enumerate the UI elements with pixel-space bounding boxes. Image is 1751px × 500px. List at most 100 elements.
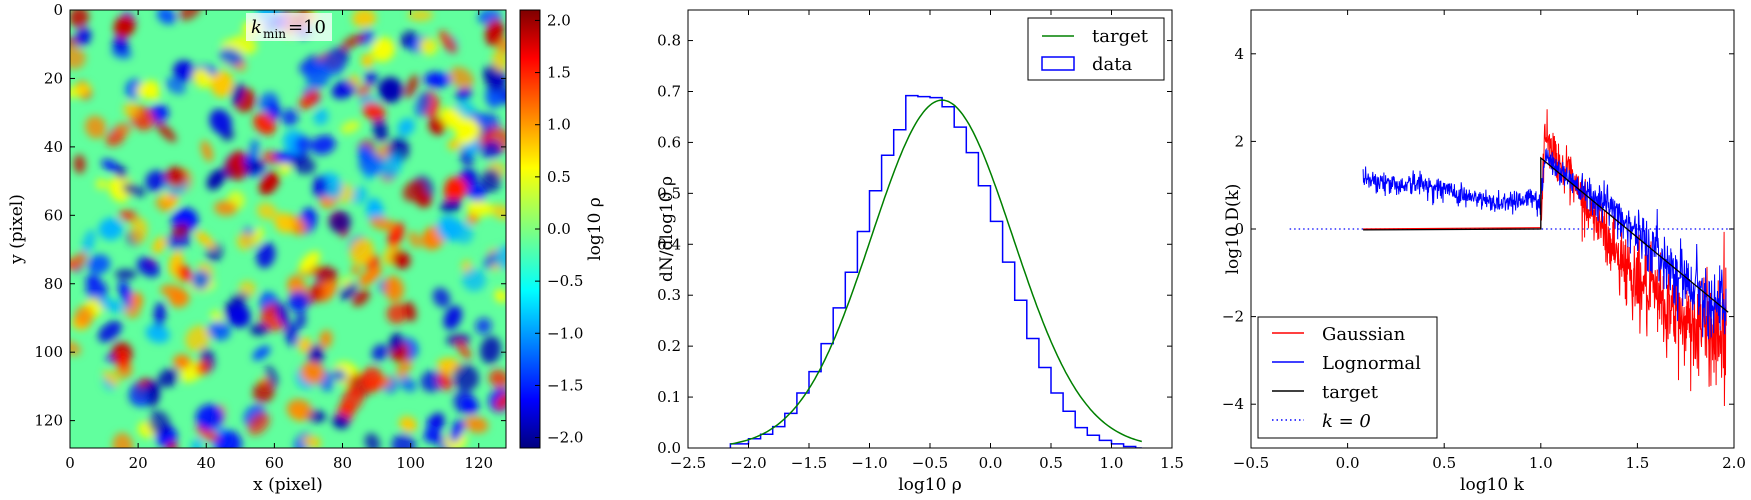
density-blob xyxy=(112,432,134,448)
density-blob xyxy=(84,115,107,139)
colorbar-tick-label: 2.0 xyxy=(547,11,571,29)
density-blob xyxy=(310,135,336,155)
pdf-y-tick-label: 0.4 xyxy=(657,235,681,253)
pdf-y-tick-label: 0.8 xyxy=(657,32,681,50)
density-blob xyxy=(341,33,365,50)
density-blob xyxy=(114,269,137,280)
density-blob xyxy=(485,19,505,47)
pdf-x-tick-label: 1.5 xyxy=(1160,454,1184,472)
density-blob xyxy=(313,108,329,126)
density-blob xyxy=(98,217,123,241)
spec-x-tick-label: 0.5 xyxy=(1432,454,1456,472)
density-blob xyxy=(455,87,473,101)
density-blob xyxy=(173,60,195,82)
density-blob xyxy=(386,302,408,324)
spec-y-tick-label: 0 xyxy=(1234,220,1244,238)
density-blob xyxy=(95,178,108,190)
density-blob xyxy=(246,160,266,174)
density-blob xyxy=(371,37,395,62)
density-blob xyxy=(496,38,506,55)
density-blob xyxy=(361,53,374,69)
density-blob xyxy=(195,404,224,431)
colorbar xyxy=(520,10,540,448)
density-blob xyxy=(190,437,204,448)
density-blob xyxy=(459,396,479,414)
colorbar-tick-label: 0.0 xyxy=(547,220,571,238)
density-blob xyxy=(82,229,96,255)
spec-y-tick-label: −2 xyxy=(1222,308,1244,326)
density-blob xyxy=(165,77,186,95)
density-blob xyxy=(113,14,136,39)
kmin-annotation: k min =10 xyxy=(246,13,332,41)
pdf-y-tick-label: 0.7 xyxy=(657,82,681,100)
colorbar-label: log10 ρ xyxy=(585,197,605,261)
density-blob xyxy=(195,425,219,442)
density-blob xyxy=(87,254,111,275)
density-blob xyxy=(85,274,99,286)
density-blob xyxy=(455,339,472,360)
density-blob xyxy=(145,324,170,344)
density-blob xyxy=(155,121,177,143)
density-blob xyxy=(466,182,487,202)
legend-data-swatch xyxy=(1041,56,1075,71)
pdf-ylabel: dN/dlog10 ρ xyxy=(657,176,677,282)
density-blob xyxy=(340,282,357,300)
density-blob xyxy=(373,118,388,143)
density-blob xyxy=(145,170,167,192)
density-blob xyxy=(352,10,377,28)
density-blob xyxy=(148,410,171,436)
density-blob xyxy=(251,226,264,247)
density-blob xyxy=(302,435,322,448)
kmin-k: k xyxy=(251,17,262,38)
density-blob xyxy=(483,251,499,269)
density-blob xyxy=(275,300,290,327)
data-histogram xyxy=(729,94,1142,448)
density-blob xyxy=(399,416,417,433)
pdf-legend: target data xyxy=(1027,17,1165,81)
density-blob xyxy=(249,323,269,336)
density-blob xyxy=(455,117,479,145)
density-blob xyxy=(452,364,480,391)
density-blob xyxy=(227,304,251,328)
density-blob xyxy=(332,414,350,429)
pdf-x-tick-label: −2.5 xyxy=(670,454,706,472)
density-blob xyxy=(397,118,415,137)
map-ylabel: y (pixel) xyxy=(7,194,27,265)
density-blob xyxy=(178,10,202,21)
density-blob xyxy=(383,275,404,302)
density-blob xyxy=(192,68,212,88)
density-blob xyxy=(115,165,127,179)
density-blob xyxy=(267,100,281,120)
density-blob xyxy=(494,245,506,270)
density-blob xyxy=(408,231,422,249)
density-blob xyxy=(312,175,328,199)
colorbar-tick-label: −0.5 xyxy=(547,272,583,290)
spectrum-ylabel: log10 D(k) xyxy=(1223,184,1243,275)
legend-lognormal-label: Lognormal xyxy=(1322,353,1421,374)
spec-x-tick-label: 1.0 xyxy=(1529,454,1553,472)
density-blob xyxy=(177,264,192,283)
legend-target2-label: target xyxy=(1322,382,1379,403)
density-blob xyxy=(108,177,129,203)
spec-y-tick-label: 2 xyxy=(1234,132,1244,150)
density-blob xyxy=(74,305,94,327)
pdf-y-tick-label: 0.0 xyxy=(657,439,681,457)
density-blob xyxy=(123,101,140,118)
density-blob xyxy=(213,429,242,448)
density-blob xyxy=(414,91,432,118)
density-blob xyxy=(320,51,346,77)
density-blob xyxy=(424,71,450,88)
density-blob xyxy=(259,171,280,196)
map-y-tick-label: 20 xyxy=(44,69,63,87)
density-blob xyxy=(491,51,506,73)
density-blob xyxy=(419,37,438,56)
density-blob xyxy=(210,70,234,98)
density-blob xyxy=(256,242,276,269)
map-xlabel: x (pixel) xyxy=(253,475,323,495)
density-blob xyxy=(488,369,506,389)
map-x-tick-label: 0 xyxy=(65,454,75,472)
density-blob xyxy=(300,361,325,385)
density-blob xyxy=(73,154,86,174)
density-blob xyxy=(294,312,307,330)
density-blob xyxy=(438,30,458,54)
